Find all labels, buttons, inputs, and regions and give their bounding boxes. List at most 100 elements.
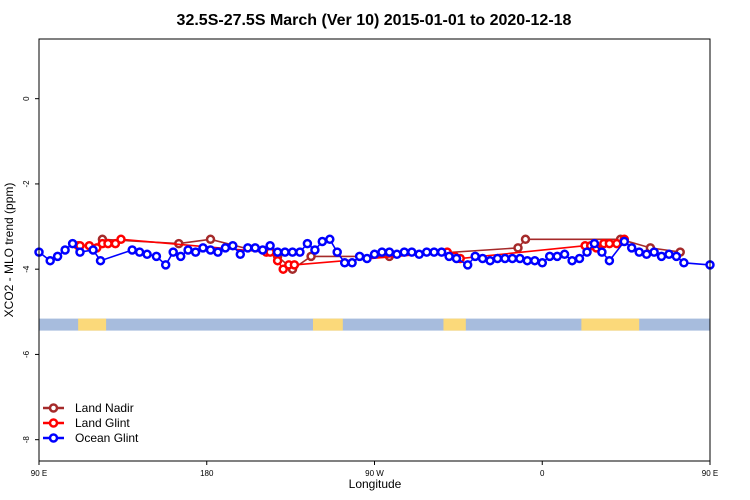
series-point bbox=[302, 238, 313, 249]
series-point bbox=[289, 260, 300, 270]
series-point bbox=[444, 251, 454, 262]
legend-marker bbox=[48, 433, 59, 443]
series-point bbox=[414, 249, 424, 260]
series-point bbox=[228, 240, 238, 251]
series-point bbox=[477, 253, 488, 264]
series-point bbox=[325, 234, 335, 245]
series-point bbox=[470, 251, 480, 262]
series-point bbox=[649, 247, 659, 257]
x-tick-label: 180 bbox=[200, 469, 214, 478]
series-point bbox=[384, 247, 395, 257]
y-tick-label: -6 bbox=[22, 350, 31, 358]
series-point bbox=[392, 249, 402, 260]
series-point bbox=[582, 247, 592, 257]
series-point bbox=[500, 253, 510, 264]
series-point bbox=[60, 245, 70, 255]
series-point bbox=[429, 247, 439, 257]
y-axis: 0 -2 -4 -6 -8 bbox=[22, 96, 39, 443]
series-point bbox=[492, 253, 503, 264]
series-point bbox=[520, 234, 531, 245]
series-point bbox=[604, 255, 615, 266]
series-point bbox=[45, 255, 55, 266]
y-tick-label: 0 bbox=[22, 96, 31, 101]
ocean-band bbox=[39, 318, 710, 331]
series-point bbox=[679, 258, 689, 268]
series-point bbox=[287, 247, 298, 257]
series-point bbox=[597, 247, 607, 257]
series-point bbox=[175, 251, 186, 262]
y-axis-label: XCO2 - MLO trend (ppm) bbox=[2, 183, 16, 318]
legend-label: Ocean Glint bbox=[75, 431, 139, 445]
series-point bbox=[507, 253, 518, 264]
x-tick-label: 0 bbox=[540, 469, 545, 478]
series-point bbox=[537, 258, 548, 268]
legend-label: Land Nadir bbox=[75, 401, 134, 415]
x-axis-label: Longitude bbox=[349, 477, 402, 491]
legend-label: Land Glint bbox=[75, 416, 130, 430]
series-point bbox=[612, 238, 622, 249]
series-point bbox=[354, 251, 365, 262]
series-point bbox=[198, 243, 208, 253]
series-point bbox=[544, 251, 555, 262]
series-point bbox=[116, 234, 126, 245]
series-point bbox=[250, 243, 260, 253]
series-point bbox=[160, 260, 171, 270]
series-point bbox=[183, 245, 193, 255]
series-point bbox=[552, 251, 562, 262]
series-point bbox=[190, 247, 201, 257]
series-point bbox=[243, 243, 253, 253]
series-point bbox=[574, 253, 585, 264]
series-point bbox=[522, 255, 533, 266]
series-point bbox=[272, 255, 283, 266]
series-point bbox=[664, 249, 674, 260]
series-point bbox=[220, 243, 231, 253]
series-point bbox=[75, 247, 85, 257]
x-axis: 90 E 180 90 W 0 90 E bbox=[31, 461, 718, 478]
series-point bbox=[67, 238, 78, 249]
series-point bbox=[513, 243, 523, 253]
series-point bbox=[103, 238, 113, 249]
series-point bbox=[272, 247, 283, 257]
series-point bbox=[462, 260, 473, 270]
series-point bbox=[362, 253, 372, 264]
series-point bbox=[347, 258, 357, 268]
x-tick-label: 90 E bbox=[31, 469, 47, 478]
series-point bbox=[95, 255, 106, 266]
series-point bbox=[421, 247, 432, 257]
series-layer bbox=[34, 234, 715, 274]
x-tick-label: 90 W bbox=[365, 469, 384, 478]
series-point bbox=[310, 245, 320, 255]
series-point bbox=[634, 247, 644, 257]
series-point bbox=[369, 249, 380, 260]
series-point bbox=[306, 251, 316, 262]
series-point bbox=[626, 243, 637, 253]
series-point bbox=[205, 245, 216, 255]
land-segment bbox=[312, 318, 343, 331]
series-point bbox=[641, 249, 652, 260]
series-point bbox=[332, 247, 342, 257]
series-point bbox=[151, 251, 162, 262]
series-point bbox=[604, 238, 615, 249]
y-tick-label: -8 bbox=[22, 436, 31, 444]
series-point bbox=[671, 251, 682, 262]
series-point bbox=[559, 249, 570, 260]
series-point bbox=[399, 247, 410, 257]
y-tick-label: -4 bbox=[22, 265, 31, 273]
series-point bbox=[88, 245, 98, 255]
series-point bbox=[407, 247, 417, 257]
series-point bbox=[436, 247, 447, 257]
y-tick-label: -2 bbox=[22, 180, 31, 188]
land-segment bbox=[78, 318, 107, 331]
series-point bbox=[265, 240, 275, 251]
series-point bbox=[295, 247, 305, 257]
series-point bbox=[127, 245, 137, 255]
series-point bbox=[134, 247, 145, 257]
series-point bbox=[168, 247, 178, 257]
x-tick-label: 90 E bbox=[702, 469, 718, 478]
series-point bbox=[530, 255, 540, 266]
series-point bbox=[485, 255, 495, 266]
legend-marker bbox=[48, 403, 59, 413]
land-segment bbox=[443, 318, 466, 331]
